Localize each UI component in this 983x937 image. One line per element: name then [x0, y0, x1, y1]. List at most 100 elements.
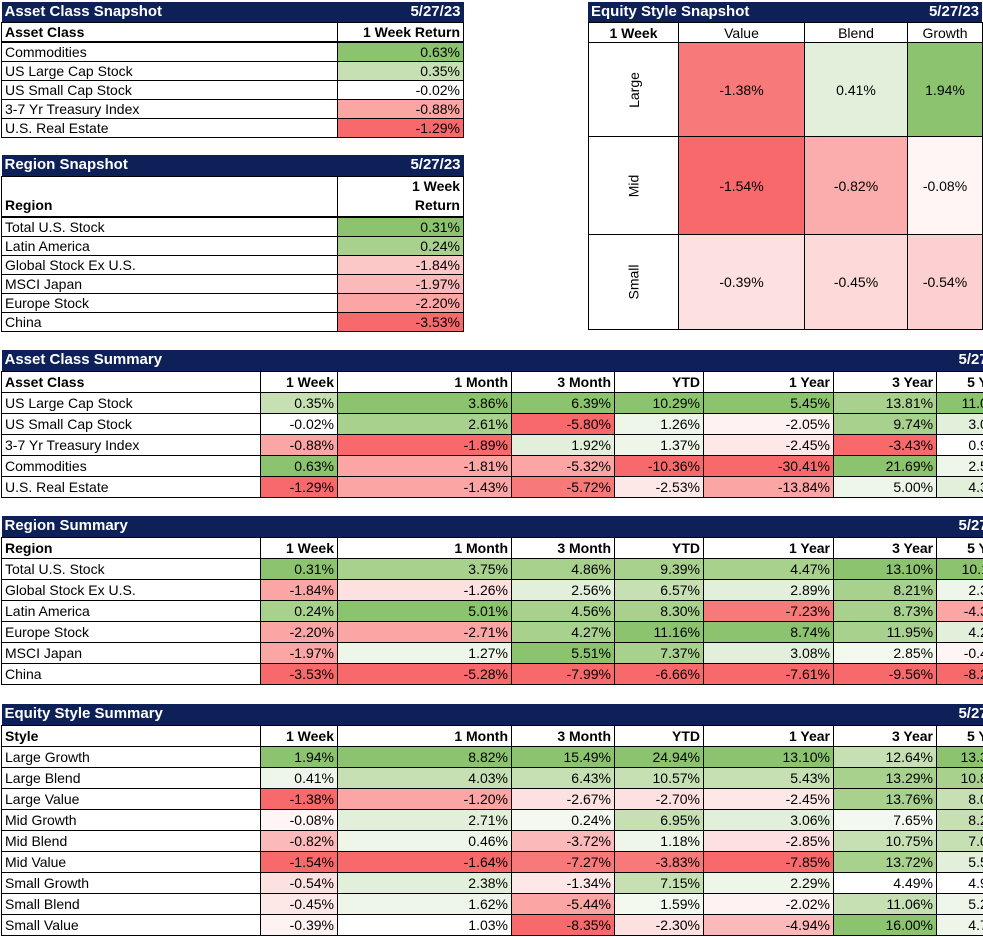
return-cell: 10.84% [936, 766, 983, 789]
return-cell: 2.71% [337, 808, 512, 831]
return-cell: 10.29% [614, 391, 704, 414]
return-cell: 2.56% [511, 578, 615, 601]
return-cell: 4.32% [936, 475, 983, 498]
column-header-blank [1, 175, 338, 195]
row-label: MSCI Japan [1, 641, 261, 664]
table-row: Large Blend 0.41% 4.03% 6.43% 10.57% 5.43% 13.… [1, 766, 983, 789]
return-cell: 15.49% [511, 745, 615, 768]
column-header: Return [337, 195, 464, 217]
return-cell: -0.39% [260, 913, 338, 936]
return-cell: 4.27% [511, 620, 615, 643]
table-row: MSCI Japan -1.97% [1, 273, 464, 294]
snapshot-rows: Total U.S. Stock 0.31% Latin America 0.24% G… [1, 216, 464, 332]
column-header: 1 Month [337, 724, 512, 747]
return-cell: 4.47% [703, 557, 834, 580]
table-row: Global Stock Ex U.S. -1.84% [1, 254, 464, 275]
return-cell: 0.46% [337, 829, 512, 852]
return-cell: 4.49% [833, 871, 937, 894]
return-cell: -2.45% [703, 433, 834, 456]
column-header: 3 Year [832, 536, 938, 559]
column-header: 5 Year [936, 370, 983, 393]
return-cell: 4.56% [511, 599, 615, 622]
column-header: Style [1, 724, 261, 747]
column-header: 3 Month [511, 724, 615, 747]
return-cell: 4.74% [936, 913, 983, 936]
grid-corner-label: 1 Week [588, 22, 679, 43]
table-row: Total U.S. Stock 0.31% [1, 216, 464, 237]
style-cell: -0.54% [907, 234, 983, 330]
row-label: Latin America [1, 235, 338, 256]
return-cell: -2.05% [703, 412, 834, 435]
row-label: Small Value [1, 913, 261, 936]
return-cell: 3.86% [337, 391, 512, 414]
column-header: 1 Month [337, 370, 512, 393]
return-cell: -2.20% [260, 620, 338, 643]
table-row: Commodities 0.63% [1, 41, 464, 62]
return-cell: 0.24% [337, 235, 464, 256]
return-cell: 4.86% [511, 557, 615, 580]
snapshot-rows: Commodities 0.63% US Large Cap Stock 0.35% U… [1, 41, 464, 138]
table-row: Large Growth 1.94% 8.82% 15.49% 24.94% 13.10%… [1, 745, 983, 768]
return-cell: 10.57% [614, 766, 704, 789]
return-cell: 5.45% [703, 391, 834, 414]
return-cell: -9.56% [832, 662, 938, 685]
return-cell: -2.53% [614, 475, 704, 498]
return-cell: 8.82% [337, 745, 512, 768]
row-label: Commodities [1, 454, 261, 477]
return-cell: 4.03% [337, 766, 512, 789]
return-cell: 11.06% [833, 892, 937, 915]
column-header: Asset Class [1, 370, 261, 393]
return-cell: 6.39% [511, 391, 615, 414]
return-cell: 1.26% [614, 412, 704, 435]
return-cell: -1.29% [337, 117, 464, 138]
column-header: 1 Year [703, 724, 834, 747]
return-cell: -1.89% [337, 433, 512, 456]
return-cell: -4.94% [703, 913, 834, 936]
column-header: 3 Month [511, 370, 615, 393]
return-cell: -1.64% [337, 850, 512, 873]
row-label: Global Stock Ex U.S. [1, 578, 261, 601]
return-cell: 0.24% [260, 599, 338, 622]
table-row: China -3.53% [1, 311, 464, 332]
return-cell: 6.43% [511, 766, 615, 789]
return-cell: 0.63% [337, 41, 464, 62]
section-title: Asset Class Summary [1, 350, 937, 371]
return-cell: -30.41% [703, 454, 834, 477]
return-cell: 1.03% [337, 913, 512, 936]
grid-row-label: Mid [625, 174, 642, 197]
return-cell: 2.55% [936, 454, 983, 477]
table-row: Small Growth -0.54% 2.38% -1.34% 7.15% 2.29% 4… [1, 871, 983, 894]
return-cell: -2.20% [337, 292, 464, 313]
return-cell: 4.23% [936, 620, 983, 643]
return-cell: 10.75% [833, 829, 937, 852]
return-cell: 8.30% [614, 599, 704, 622]
table-row: Global Stock Ex U.S. -1.84% -1.26% 2.56% 6.5… [1, 578, 983, 601]
return-cell: -7.99% [511, 662, 615, 685]
row-label: Small Blend [1, 892, 261, 915]
return-cell: 2.61% [337, 412, 512, 435]
return-cell: -3.43% [832, 433, 938, 456]
return-cell: -13.84% [703, 475, 834, 498]
return-cell: 8.73% [832, 599, 938, 622]
table-row: Small Blend -0.45% 1.62% -5.44% 1.59% -2.02% 1… [1, 892, 983, 915]
return-cell: -7.61% [703, 662, 834, 685]
column-header: Region [1, 195, 338, 217]
return-cell: 1.37% [614, 433, 704, 456]
row-label: US Large Cap Stock [1, 60, 338, 81]
return-cell: 1.62% [337, 892, 512, 915]
table-row: 3-7 Yr Treasury Index -0.88% -1.89% 1.92% 1.… [1, 433, 983, 456]
table-row: 3-7 Yr Treasury Index -0.88% [1, 98, 464, 119]
return-cell: 8.06% [936, 787, 983, 810]
column-header: Region [1, 536, 261, 559]
region-snapshot: Region Snapshot 5/27/23 1 Week Region Re… [1, 155, 464, 332]
style-cell: -0.39% [678, 234, 805, 330]
grid-col-header: Value [678, 22, 805, 43]
return-cell: -3.83% [614, 850, 704, 873]
return-cell: 16.00% [833, 913, 937, 936]
return-cell: 8.74% [703, 620, 834, 643]
return-cell: -0.02% [260, 412, 338, 435]
return-cell: 0.92% [936, 433, 983, 456]
style-grid: 1 Week Value Blend Growth Large -1.38% 0… [588, 22, 983, 330]
return-cell: -2.85% [703, 829, 834, 852]
return-cell: 9.74% [832, 412, 938, 435]
